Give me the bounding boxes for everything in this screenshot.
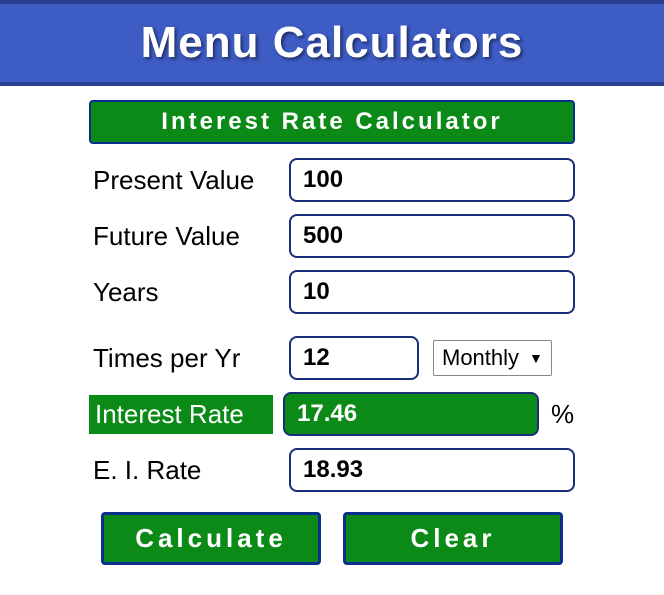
input-years[interactable]: 10 xyxy=(289,270,575,314)
clear-button[interactable]: Clear xyxy=(343,512,563,565)
row-present-value: Present Value 100 xyxy=(89,158,575,202)
page-title: Menu Calculators xyxy=(141,18,524,67)
output-interest-rate: 17.46 xyxy=(283,392,539,436)
input-present-value[interactable]: 100 xyxy=(289,158,575,202)
label-ei-rate: E. I. Rate xyxy=(89,455,289,486)
row-years: Years 10 xyxy=(89,270,575,314)
label-years: Years xyxy=(89,277,289,308)
input-times-per-yr[interactable]: 12 xyxy=(289,336,419,380)
label-times-per-yr: Times per Yr xyxy=(89,343,289,374)
row-times-per-yr: Times per Yr 12 Monthly ▼ xyxy=(89,336,575,380)
calculator-panel: Interest Rate Calculator Present Value 1… xyxy=(0,86,664,585)
row-ei-rate: E. I. Rate 18.93 xyxy=(89,448,575,492)
label-interest-rate: Interest Rate xyxy=(89,395,273,434)
label-present-value: Present Value xyxy=(89,165,289,196)
select-period-value: Monthly xyxy=(442,345,519,371)
row-future-value: Future Value 500 xyxy=(89,214,575,258)
row-interest-rate: Interest Rate 17.46 % xyxy=(89,392,575,436)
calculate-button[interactable]: Calculate xyxy=(101,512,321,565)
unit-percent: % xyxy=(551,399,574,430)
header-bar: Menu Calculators xyxy=(0,0,664,86)
button-row: Calculate Clear xyxy=(101,512,563,565)
select-period[interactable]: Monthly ▼ xyxy=(433,340,552,376)
label-future-value: Future Value xyxy=(89,221,289,252)
chevron-down-icon: ▼ xyxy=(529,350,543,366)
calculator-title: Interest Rate Calculator xyxy=(89,100,575,144)
input-future-value[interactable]: 500 xyxy=(289,214,575,258)
output-ei-rate: 18.93 xyxy=(289,448,575,492)
